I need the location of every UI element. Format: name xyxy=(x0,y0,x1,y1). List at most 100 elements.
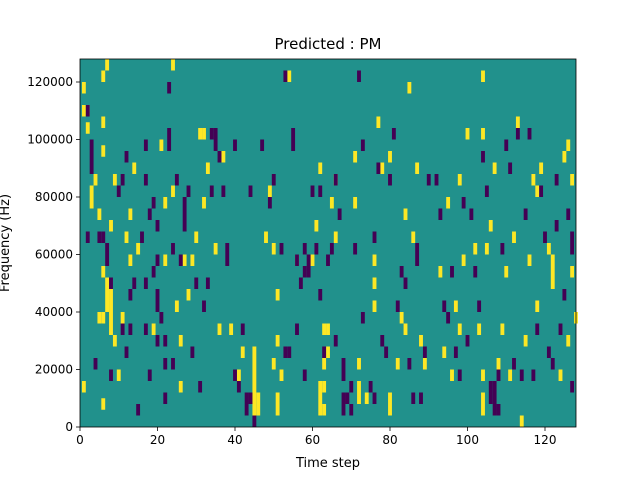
x-tick-label: 80 xyxy=(382,433,397,447)
heatmap-cell-high xyxy=(442,346,447,358)
heatmap-cell-low xyxy=(132,277,137,289)
heatmap-cell-low xyxy=(376,162,381,174)
heatmap-cell-low xyxy=(527,128,532,140)
heatmap-cell-high xyxy=(151,323,156,335)
heatmap-cell-low xyxy=(326,254,330,266)
heatmap-cell-high xyxy=(256,404,261,416)
heatmap-cell-high xyxy=(535,300,540,312)
heatmap-cell-high xyxy=(477,323,482,335)
heatmap-cell-low xyxy=(155,254,160,266)
heatmap-cell-low xyxy=(287,346,292,358)
x-tick-label: 120 xyxy=(534,433,557,447)
heatmap-cell-low xyxy=(105,243,110,255)
heatmap-cell-low xyxy=(306,254,311,266)
heatmap-cell-low xyxy=(546,346,551,358)
heatmap-cell-high xyxy=(438,266,443,278)
heatmap-cell-low xyxy=(492,404,497,416)
heatmap-cell-high xyxy=(403,208,408,220)
heatmap-cell-high xyxy=(252,381,257,393)
heatmap-cell-low xyxy=(419,392,423,404)
heatmap-cell-high xyxy=(570,174,575,186)
heatmap-cell-low xyxy=(120,323,125,335)
heatmap-cell-high xyxy=(105,277,110,289)
heatmap-cell-high xyxy=(101,398,106,410)
heatmap-cell-low xyxy=(116,185,121,197)
heatmap-cell-low xyxy=(469,208,474,220)
heatmap-cell-low xyxy=(267,197,272,209)
heatmap-cell-low xyxy=(225,243,230,255)
heatmap-cell-low xyxy=(457,369,462,381)
heatmap-cell-high xyxy=(275,289,280,301)
heatmap-cell-low xyxy=(298,277,303,289)
heatmap-cell-high xyxy=(93,174,98,186)
heatmap-cell-high xyxy=(562,151,567,163)
heatmap-cell-high xyxy=(81,381,86,393)
heatmap-cell-low xyxy=(136,404,141,416)
heatmap-cell-high xyxy=(531,174,536,186)
heatmap-cell-low xyxy=(341,404,346,416)
heatmap-cell-high xyxy=(101,312,106,324)
heatmap-cell-high xyxy=(213,243,218,255)
heatmap-cell-low xyxy=(550,358,555,370)
heatmap-cell-low xyxy=(236,381,241,393)
heatmap-cell-low xyxy=(143,139,148,151)
heatmap-cell-low xyxy=(395,300,400,312)
heatmap-cell-low xyxy=(221,185,226,197)
x-axis-label: Time step xyxy=(295,456,360,471)
heatmap-cell-low xyxy=(178,254,183,266)
heatmap-cell-low xyxy=(353,243,358,255)
heatmap-cell-low xyxy=(213,128,218,140)
heatmap-cell-high xyxy=(101,145,106,157)
heatmap-cell-low xyxy=(492,381,497,393)
heatmap-cell-low xyxy=(360,312,365,324)
heatmap-cell-low xyxy=(372,392,377,404)
heatmap-cell-high xyxy=(322,323,327,335)
heatmap-cell-low xyxy=(151,197,156,209)
heatmap-cell-low xyxy=(244,392,249,404)
y-tick-label: 20000 xyxy=(35,363,73,377)
heatmap-cell-high xyxy=(484,243,489,255)
heatmap-cell-low xyxy=(302,369,307,381)
y-tick-label: 60000 xyxy=(35,248,73,262)
heatmap-cell-low xyxy=(515,128,520,140)
y-tick-label: 120000 xyxy=(27,75,73,89)
heatmap-cell-high xyxy=(372,277,377,289)
heatmap-cell-low xyxy=(213,139,218,151)
heatmap-cell-high xyxy=(523,335,528,347)
heatmap-cell-high xyxy=(252,346,257,358)
heatmap-cell-low xyxy=(217,151,222,163)
heatmap-cell-high xyxy=(105,300,110,312)
heatmap-cell-low xyxy=(554,220,559,232)
heatmap-cell-high xyxy=(252,392,257,404)
heatmap-cell-high xyxy=(450,369,454,381)
heatmap-cell-high xyxy=(465,128,470,140)
heatmap-cell-low xyxy=(155,335,160,347)
heatmap-cell-low xyxy=(318,289,323,301)
heatmap-cell-high xyxy=(457,323,462,335)
heatmap-cell-low xyxy=(252,415,257,427)
heatmap-cell-high xyxy=(419,335,423,347)
heatmap-cell-low xyxy=(89,162,94,174)
heatmap-cell-high xyxy=(236,369,241,381)
heatmap-cell-low xyxy=(190,346,195,358)
heatmap-cell-low xyxy=(143,174,148,186)
heatmap-cell-low xyxy=(167,139,172,151)
heatmap-cell-high xyxy=(481,70,485,82)
heatmap-cell-high xyxy=(357,392,361,404)
heatmap-cell-high xyxy=(89,185,94,197)
heatmap-cell-low xyxy=(163,358,168,370)
plot-area xyxy=(79,58,578,428)
heatmap-cell-low xyxy=(380,335,385,347)
heatmap-cell-low xyxy=(566,208,571,220)
heatmap-cell-high xyxy=(217,323,222,335)
heatmap-cell-high xyxy=(388,392,392,404)
heatmap-cell-low xyxy=(329,243,334,255)
heatmap-cell-high xyxy=(109,312,113,324)
heatmap-cell-high xyxy=(194,231,199,243)
heatmap-cell-high xyxy=(205,162,210,174)
heatmap-cell-low xyxy=(225,254,230,266)
heatmap-cell-high xyxy=(229,323,234,335)
heatmap-cell-low xyxy=(554,174,559,186)
heatmap-cell-high xyxy=(105,289,110,301)
heatmap-cell-high xyxy=(372,300,377,312)
